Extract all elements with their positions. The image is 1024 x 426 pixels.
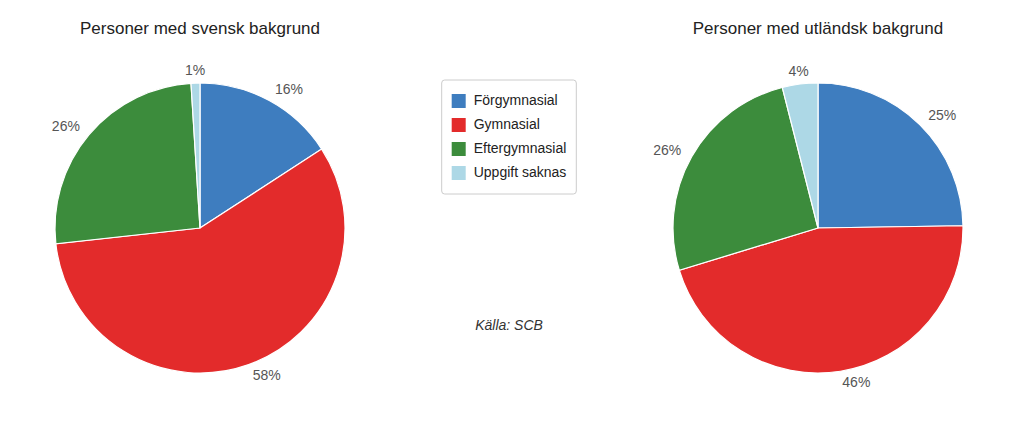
pie-slice: [818, 83, 963, 228]
data-label: 1%: [185, 62, 205, 78]
legend: Förgymnasial Gymnasial Eftergymnasial Uppgi…: [442, 80, 577, 194]
chart-title: Personer med utländsk bakgrund: [693, 19, 943, 38]
pie-slice: [191, 83, 200, 228]
pie-chart: Personer med svensk bakgrund 16% 58% 26% 1%: [52, 19, 345, 383]
data-label: 25%: [928, 107, 956, 123]
slices: [673, 83, 963, 373]
pie-slice: [782, 83, 818, 228]
legend-swatch: [452, 166, 466, 180]
legend-label: Gymnasial: [474, 116, 540, 132]
chart-root: Personer med svensk bakgrund16%58%26%1%P…: [0, 0, 1024, 426]
data-label: 26%: [52, 118, 80, 134]
pie-chart: Personer med utländsk bakgrund 25% 46% 26% 4…: [653, 19, 963, 390]
legend-label: Uppgift saknas: [474, 164, 567, 180]
legend-label: Eftergymnasial: [474, 140, 567, 156]
data-label: 4%: [788, 63, 808, 79]
data-label: 46%: [842, 374, 870, 390]
data-label: 58%: [253, 367, 281, 383]
legend-swatch: [452, 118, 466, 132]
data-labels: 16% 58% 26% 1%: [52, 62, 303, 383]
chart-svg: Personer med svensk bakgrund16%58%26%1%P…: [0, 0, 1024, 426]
legend-frame: [442, 80, 577, 194]
source-note: Källa: SCB: [475, 317, 543, 333]
data-labels: 25% 46% 26% 4%: [653, 63, 956, 390]
data-label: 16%: [275, 81, 303, 97]
pie-slice: [55, 83, 200, 243]
legend-swatch: [452, 94, 466, 108]
data-label: 26%: [653, 142, 681, 158]
chart-title: Personer med svensk bakgrund: [80, 19, 320, 38]
legend-swatch: [452, 142, 466, 156]
slices: [55, 83, 345, 373]
legend-label: Förgymnasial: [474, 92, 558, 108]
